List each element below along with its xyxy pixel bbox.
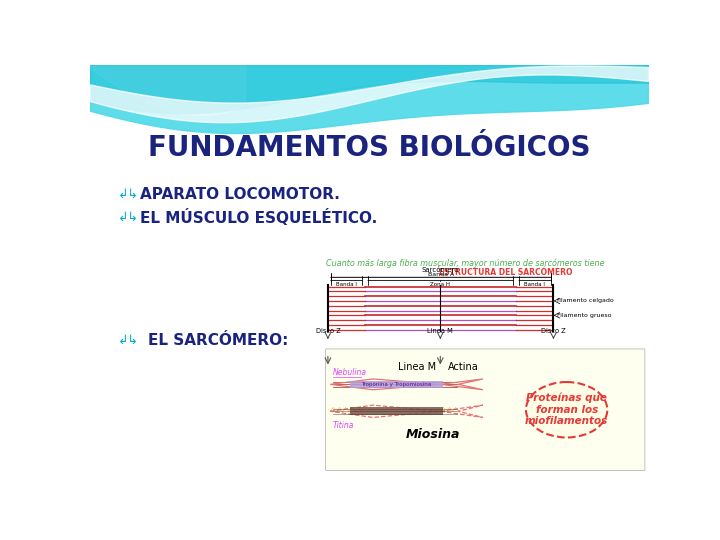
Bar (350, 381, 443, 388)
Text: FUNDAMENTOS BIOLÓGICOS: FUNDAMENTOS BIOLÓGICOS (148, 134, 590, 162)
Text: Filamento grueso: Filamento grueso (557, 313, 612, 318)
Text: Actina: Actina (448, 362, 479, 372)
Text: EL SARCÓMERO:: EL SARCÓMERO: (148, 333, 289, 348)
Text: Sarcómero: Sarcómero (422, 267, 459, 273)
Text: Banda I: Banda I (524, 282, 545, 287)
Text: Cuanto más larga fibra muscular, mayor número de sarcómeros tiene: Cuanto más larga fibra muscular, mayor n… (326, 259, 605, 268)
Text: Troponina y Tropomiosina: Troponina y Tropomiosina (361, 382, 431, 387)
Text: Banda A: Banda A (428, 272, 454, 276)
Text: Miosina: Miosina (405, 428, 460, 441)
Text: Linea M: Linea M (428, 328, 453, 334)
Text: Disco Z: Disco Z (315, 328, 341, 334)
Text: Linea M: Linea M (398, 362, 436, 372)
Text: EL MÚSCULO ESQUELÉTICO.: EL MÚSCULO ESQUELÉTICO. (140, 209, 377, 226)
Text: miofilamentos: miofilamentos (525, 416, 608, 426)
Text: Banda I: Banda I (336, 282, 357, 287)
Text: Proteínas que: Proteínas que (526, 393, 607, 403)
Text: Disco Z: Disco Z (541, 328, 566, 334)
Text: Nebulina: Nebulina (333, 368, 366, 377)
Bar (350, 408, 443, 415)
Text: Zona H: Zona H (431, 282, 450, 287)
Text: ↲↳: ↲↳ (118, 188, 139, 201)
Text: forman los: forman los (536, 405, 598, 415)
Text: Titina: Titina (333, 421, 354, 429)
Text: ↲↳: ↲↳ (118, 211, 139, 224)
Text: ↲↳: ↲↳ (118, 334, 139, 347)
Text: filamento celgado: filamento celgado (557, 299, 614, 303)
Text: APARATO LOCOMOTOR.: APARATO LOCOMOTOR. (140, 187, 341, 201)
Ellipse shape (526, 382, 607, 437)
FancyBboxPatch shape (325, 349, 645, 470)
Text: ESTRUCTURA DEL SARCÓMERO: ESTRUCTURA DEL SARCÓMERO (438, 268, 572, 277)
